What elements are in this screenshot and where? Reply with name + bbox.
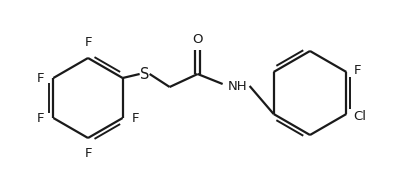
Text: F: F	[353, 64, 361, 76]
Text: O: O	[193, 33, 203, 46]
Text: F: F	[37, 72, 44, 84]
Text: F: F	[84, 36, 92, 49]
Text: F: F	[132, 112, 139, 124]
Text: Cl: Cl	[353, 110, 366, 122]
Text: F: F	[37, 112, 44, 124]
Text: F: F	[84, 147, 92, 160]
Text: S: S	[140, 66, 149, 82]
Text: NH: NH	[227, 80, 247, 93]
